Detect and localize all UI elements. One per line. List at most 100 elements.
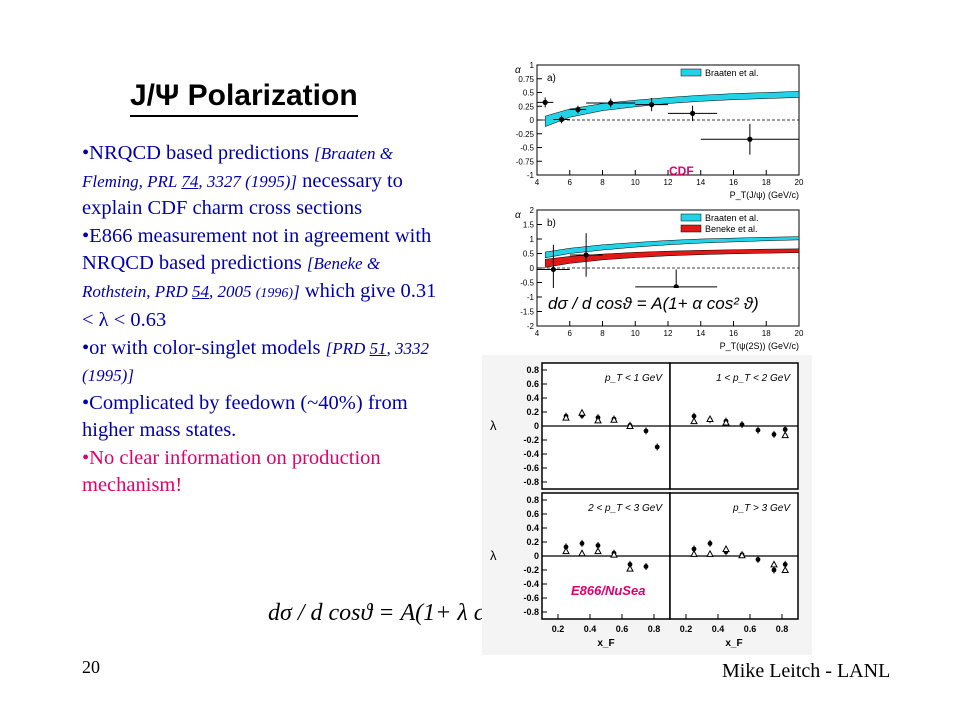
y-tick-label: 0.4 [526,523,539,533]
open-triangle-point [610,550,618,558]
data-point [608,100,614,106]
x-tick-label: 0.2 [552,624,565,634]
x-tick-label: 8 [600,329,605,338]
y-tick-label: 0.8 [526,365,539,375]
open-triangle-point [578,549,586,557]
x-tick-label: 20 [795,329,804,338]
x-tick-label: 12 [664,178,673,187]
open-triangle-point [770,560,778,568]
y-tick-label: 0.6 [526,379,539,389]
y-tick-label: -0.2 [523,435,539,445]
open-triangle-point [626,564,634,572]
filled-point [627,562,633,567]
x-tick-label: 0.8 [776,624,789,634]
bullet-production: •No clear information on production mech… [82,446,381,497]
e866-lambda-plot: p_T < 1 GeV 0.8 0.6 0.4 0.2 0 -0.2 -0.4 -0.6 -0.8… [482,355,812,655]
y-tick-label: 0 [534,421,539,431]
tag-background [568,581,668,599]
legend-swatch [680,213,702,222]
x-tick-label: 0.2 [680,624,693,634]
y-tick-label: -0.2 [523,565,539,575]
x-tick-label: 0.6 [744,624,757,634]
prediction-band [544,236,800,259]
x-tick-label: 4 [535,178,540,187]
legend-label: Beneke et al. [705,224,758,234]
y-tick-label: -0.8 [523,607,539,617]
legend-label: Braaten et al. [705,68,759,78]
bullet-e866: •E866 measurement not in agreement with … [82,224,437,332]
x-tick-label: 16 [729,329,738,338]
cdf-tag: CDF [669,164,694,178]
legend-label: Braaten et al. [705,213,759,223]
x-axis-label: x_F [597,638,614,649]
e866-tag: E866/NuSea [571,583,645,598]
x-tick-label: 0.8 [648,624,661,634]
y-axis-label: λ [490,418,497,433]
open-triangle-point [626,421,634,429]
cdf-psi2s-plot: 2 1.5 1 0.5 0 -0.5 -1 -1.5 -24 6 8 10 12 14 16 18 20 Braa… [515,206,804,351]
y-tick-label: 0.2 [526,407,539,417]
filled-point [563,544,569,550]
open-triangle-point [706,549,714,557]
legend-swatch [680,68,702,77]
y-tick-label: -0.5 [520,279,534,288]
prediction-band [544,91,800,127]
x-tick-label: 14 [696,329,705,338]
y-tick-label: 0.8 [526,495,539,505]
data-point [558,116,565,123]
open-triangle-point [722,544,730,552]
y-tick-label: -0.8 [523,477,539,487]
y-tick-label: -1 [527,293,535,302]
bullet-feeddown: •Complicated by feedown (~40%) from high… [82,391,408,442]
author-credit: Mike Leitch - LANL [722,660,891,682]
filled-point [691,413,697,419]
open-triangle-point [594,416,602,424]
data-point [575,106,581,113]
panel-label: 1 < p_T < 2 GeV [716,373,791,384]
filled-point [755,427,761,433]
panel-label: a) [547,73,556,84]
y-axis-label: λ [490,548,497,563]
cdf-jpsi-plot: 1 0.75 0.5 0.25 0 -0.25 -0.5 -0.75 -14 6 8 10 12 14 16… [515,61,804,200]
data-point [689,110,696,116]
y-axis-label: α [515,65,521,76]
x-tick-label: 6 [568,178,573,187]
panel-label: b) [547,218,556,229]
filled-point [691,546,697,552]
y-tick-label: 0.5 [523,89,535,98]
panel-label: 2 < p_T < 3 GeV [587,503,663,514]
y-tick-label: -0.6 [523,593,539,603]
x-axis-label: P_T(ψ(2S)) (GeV/c) [720,341,799,351]
x-tick-label: 14 [696,178,705,187]
x-tick-label: 0.6 [616,624,629,634]
open-triangle-point [781,431,790,439]
x-tick-label: 0.4 [584,624,597,634]
x-tick-label: 8 [600,178,605,187]
open-triangle-point [781,565,790,573]
open-triangle-point [562,547,570,555]
y-tick-label: 0.25 [518,102,534,111]
open-triangle-point [610,415,618,423]
filled-point [643,428,649,434]
y-tick-label: 1.5 [523,221,535,230]
y-tick-label: 0.2 [526,537,539,547]
filled-point [595,543,601,548]
y-tick-label: 1 [530,61,535,70]
x-axis-label: x_F [725,638,742,649]
y-tick-label: 0.4 [526,393,539,403]
x-tick-label: 4 [535,329,540,338]
x-tick-label: 10 [631,178,640,187]
y-tick-label: -1.5 [520,308,534,317]
data-point [542,99,548,105]
x-tick-label: 18 [762,329,771,338]
y-tick-label: -0.25 [516,130,535,139]
y-tick-label: 0 [530,264,535,273]
open-triangle-point [738,551,746,559]
filled-point [771,432,777,437]
y-tick-label: 1 [530,235,535,244]
y-tick-label: 0.5 [523,250,535,259]
filled-point [755,557,761,562]
x-tick-label: 12 [664,329,673,338]
legend-swatch [680,224,702,233]
x-axis-label: P_T(J/ψ) (GeV/c) [730,190,799,200]
